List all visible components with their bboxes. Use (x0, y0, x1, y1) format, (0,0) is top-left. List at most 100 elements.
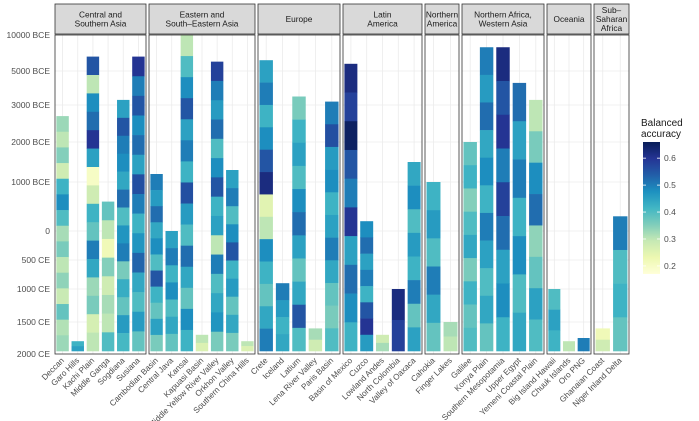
heat-tile (344, 322, 358, 352)
heat-tile (613, 283, 628, 318)
heat-tile (479, 295, 494, 324)
heat-tile (613, 249, 628, 284)
heat-tile (325, 146, 339, 170)
heat-tile (292, 165, 306, 190)
heat-tile (180, 224, 194, 246)
heat-tile (426, 210, 441, 239)
heat-tile (391, 320, 405, 352)
heat-tile (325, 124, 339, 148)
heat-tile (56, 194, 69, 211)
heat-tile (259, 104, 273, 128)
heat-tile (226, 314, 239, 334)
heat-tile (165, 248, 178, 266)
heat-tile (117, 297, 130, 316)
heat-tile (344, 92, 358, 122)
heat-tile (325, 192, 339, 216)
facet-title: South–Eastern Asia (166, 19, 239, 29)
heat-tile (165, 299, 178, 318)
heat-tile (292, 258, 306, 282)
legend-tick-label: 0.3 (664, 234, 676, 244)
heat-tile (132, 272, 145, 293)
y-tick-label: 10000 BCE (7, 30, 51, 40)
heat-tile (479, 102, 494, 131)
heat-tile (426, 238, 441, 267)
heat-tile (71, 346, 84, 352)
heat-tile (56, 147, 69, 164)
heat-tile (529, 319, 543, 352)
heat-tile (180, 119, 194, 141)
heat-tile (150, 254, 163, 271)
heat-tile (463, 188, 477, 212)
heat-tile (132, 193, 145, 214)
heat-tile (210, 80, 224, 101)
y-tick-label: 1000 CE (17, 284, 50, 294)
heat-tile (463, 327, 477, 352)
heat-tile (101, 238, 115, 258)
heat-tile (210, 100, 224, 120)
y-tick-label: 1000 BCE (11, 177, 50, 187)
heat-tile (529, 162, 543, 195)
heat-tile (150, 270, 163, 287)
heat-tile (56, 131, 69, 148)
panel-background (55, 35, 146, 354)
heat-tile (308, 328, 323, 340)
heat-tile (180, 308, 194, 331)
heat-tile (210, 312, 224, 333)
heat-tile (150, 222, 163, 239)
heat-tile (496, 80, 510, 116)
heat-tile (259, 149, 273, 173)
heat-tile (463, 142, 477, 166)
heat-tile (548, 309, 561, 331)
facet-title: Western Asia (479, 19, 528, 29)
heat-tile (56, 178, 69, 195)
heat-tile (150, 238, 163, 255)
heat-tile (479, 130, 494, 158)
facet-strip (257, 3, 341, 35)
heat-tile (210, 158, 224, 178)
heat-tile (86, 295, 100, 315)
heat-tile (117, 279, 130, 298)
heat-tile (180, 56, 194, 78)
heat-tile (292, 235, 306, 259)
legend-title-line2: accuracy (641, 129, 681, 140)
heat-tile (86, 111, 100, 131)
heat-tile (117, 189, 130, 208)
heat-tile (479, 157, 494, 186)
heat-tile (132, 252, 145, 273)
facet-strip (148, 3, 256, 35)
heat-tile (226, 224, 239, 243)
heat-tile (259, 306, 273, 329)
heat-tile (86, 332, 100, 352)
heat-tile (344, 207, 358, 237)
heat-tile (56, 272, 69, 289)
heat-tile (117, 153, 130, 172)
heat-tile (210, 119, 224, 140)
heat-tile (360, 318, 374, 336)
heat-tile (479, 212, 494, 241)
panel-border (257, 34, 341, 355)
y-tick-label: 3000 BCE (11, 100, 50, 110)
heat-tile (529, 225, 543, 258)
heat-tile (180, 161, 194, 183)
heat-tile (595, 339, 610, 352)
heat-tile (150, 286, 163, 304)
heat-tile (86, 93, 100, 113)
heat-tile (101, 220, 115, 240)
heat-tile (376, 342, 389, 352)
heat-tile (529, 99, 543, 132)
heat-tile (463, 211, 477, 236)
heat-tile (180, 77, 194, 99)
heat-tile (117, 261, 130, 280)
heat-tile (180, 329, 194, 352)
heat-tile (132, 95, 145, 116)
heat-tile (548, 289, 561, 310)
heat-tile (512, 197, 527, 237)
heat-tile (86, 259, 100, 278)
heat-tile (150, 334, 163, 352)
heat-tile (344, 121, 358, 151)
heat-tile (86, 277, 100, 297)
heat-tile (165, 265, 178, 283)
heat-tile (259, 60, 273, 83)
